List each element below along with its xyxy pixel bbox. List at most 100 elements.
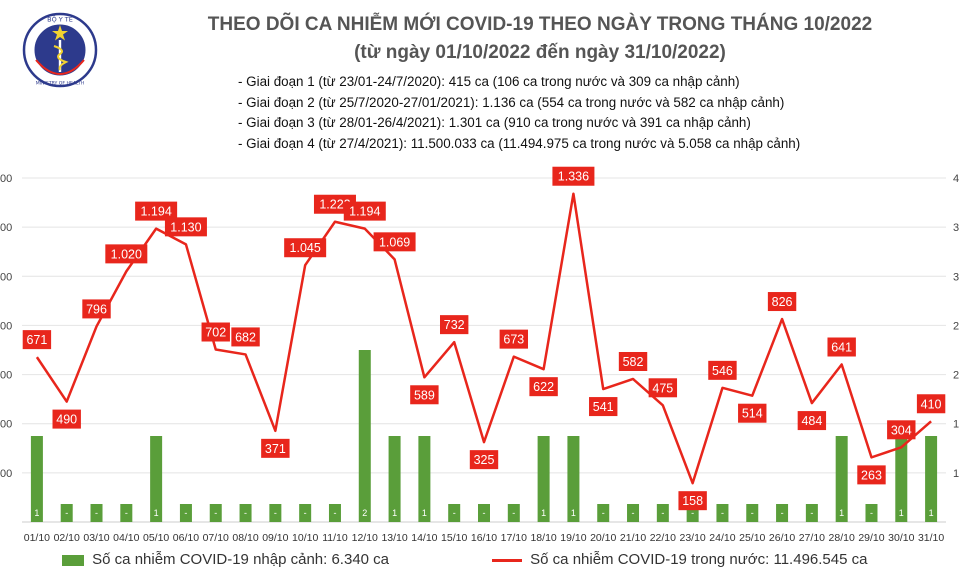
line-value-label-box: [439, 315, 469, 335]
line-value-label-box: [738, 403, 767, 423]
bar: [269, 504, 282, 522]
bar-value-label: -: [244, 508, 247, 518]
y-right-tick-label: 3: [953, 271, 959, 283]
line-value-label: 475: [652, 381, 673, 395]
ministry-of-health-logo: BỘ Y TẾ MINISTRY OF HEALTH: [22, 12, 98, 88]
line-value-label-box: [373, 232, 416, 252]
x-tick-label: 02/10: [54, 532, 80, 544]
bar-value-label: -: [602, 508, 605, 518]
line-value-label: 673: [503, 333, 524, 347]
line-value-label-box: [767, 292, 797, 312]
y-right-tick-label: 3: [953, 222, 959, 234]
bar: [567, 436, 580, 522]
x-tick-label: 14/10: [411, 532, 437, 544]
logo-text-top: BỘ Y TẾ: [47, 14, 74, 24]
line-value-label: 304: [891, 423, 912, 437]
bar-value-label: -: [333, 508, 336, 518]
line-value-label: 589: [414, 388, 435, 402]
bar-value-label: -: [304, 508, 307, 518]
x-tick-label: 18/10: [530, 532, 556, 544]
bar-value-label: -: [810, 508, 813, 518]
bar: [597, 504, 610, 522]
y-right-tick-label: 1: [953, 468, 959, 480]
x-tick-label: 22/10: [650, 532, 676, 544]
x-tick-label: 31/10: [918, 532, 944, 544]
bar-value-label: -: [184, 508, 187, 518]
y-left-tick-label: 00: [0, 271, 12, 283]
bar-value-label: 1: [34, 508, 39, 518]
bar-value-label: 1: [571, 508, 576, 518]
phase-note-4: - Giai đoạn 4 (từ 27/4/2021): 11.500.033…: [238, 135, 801, 151]
line-value-label-box: [82, 299, 111, 319]
line-value-label: 371: [265, 442, 286, 456]
bar: [537, 436, 550, 522]
phase-note-2: - Giai đoạn 2 (từ 25/7/2020-27/01/2021):…: [238, 94, 785, 110]
line-value-label: 671: [26, 333, 47, 347]
x-tick-label: 19/10: [560, 532, 586, 544]
chart-title: THEO DÕI CA NHIỄM MỚI COVID-19 THEO NGÀY…: [207, 14, 873, 35]
line-value-label-box: [797, 411, 827, 431]
line-value-label-box: [231, 327, 260, 347]
line-value-label: 1.222: [319, 198, 350, 212]
line-value-label-box: [618, 351, 648, 371]
x-tick-label: 03/10: [83, 532, 109, 544]
line-value-label-box: [135, 201, 178, 221]
x-tick-label: 28/10: [829, 532, 855, 544]
bar: [60, 504, 73, 522]
y-left-tick-label: 00: [0, 222, 12, 234]
line-value-label: 1.194: [140, 205, 171, 219]
bar: [627, 504, 640, 522]
line-value-label: 263: [861, 468, 882, 482]
bar-value-label: 1: [154, 508, 159, 518]
bar: [299, 504, 312, 522]
bar-value-label: -: [751, 508, 754, 518]
x-tick-label: 04/10: [113, 532, 139, 544]
x-tick-label: 13/10: [381, 532, 407, 544]
legend-bar-swatch: [62, 554, 84, 566]
line-value-label: 1.130: [170, 220, 201, 234]
x-tick-label: 07/10: [203, 532, 229, 544]
phase-note-3: - Giai đoạn 3 (từ 28/01-26/4/2021): 1.30…: [238, 115, 751, 130]
legend-line-label: Số ca nhiễm COVID-19 trong nước: 11.496.…: [530, 551, 868, 568]
bar: [865, 504, 878, 522]
line-value-label: 1.020: [111, 247, 142, 261]
x-tick-label: 08/10: [232, 532, 258, 544]
line-value-label-box: [589, 397, 618, 417]
legend-imported-cases: Số ca nhiễm COVID-19 nhập cảnh: 6.340 ca: [62, 551, 389, 568]
bar-value-label: -: [691, 508, 694, 518]
bar: [150, 436, 163, 522]
bar: [179, 504, 192, 522]
x-tick-label: 05/10: [143, 532, 169, 544]
line-value-label: 490: [56, 413, 77, 427]
line-value-label-box: [887, 420, 916, 440]
bar-value-label: 1: [899, 508, 904, 518]
bar-value-label: 1: [839, 508, 844, 518]
line-value-label-box: [52, 409, 81, 429]
x-tick-label: 01/10: [24, 532, 50, 544]
line-value-label-box: [164, 217, 207, 237]
line-value-label: 582: [623, 355, 644, 369]
x-tick-label: 20/10: [590, 532, 616, 544]
line-value-label-box: [499, 329, 529, 349]
y-right-tick-label: 4: [953, 173, 959, 185]
line-value-label-box: [916, 394, 946, 414]
line-value-label-box: [284, 238, 327, 258]
domestic-cases-line: [35, 192, 932, 485]
y-right-tick-label: 1: [953, 419, 959, 431]
x-tick-label: 30/10: [888, 532, 914, 544]
bar: [746, 504, 759, 522]
line-value-label-box: [105, 244, 148, 264]
line-value-label-box: [648, 378, 678, 398]
y-left-tick-label: 00: [0, 320, 12, 332]
line-value-label: 622: [533, 380, 554, 394]
line-value-label: 732: [444, 318, 465, 332]
line-value-label: 702: [205, 326, 226, 340]
bar-value-label: -: [214, 508, 217, 518]
line-value-label-box: [827, 337, 856, 357]
y-left-tick-label: 00: [0, 468, 12, 480]
line-value-label: 410: [921, 397, 942, 411]
bar-value-label: -: [483, 508, 486, 518]
bar: [656, 504, 669, 522]
bar: [478, 504, 490, 522]
x-tick-label: 17/10: [501, 532, 527, 544]
